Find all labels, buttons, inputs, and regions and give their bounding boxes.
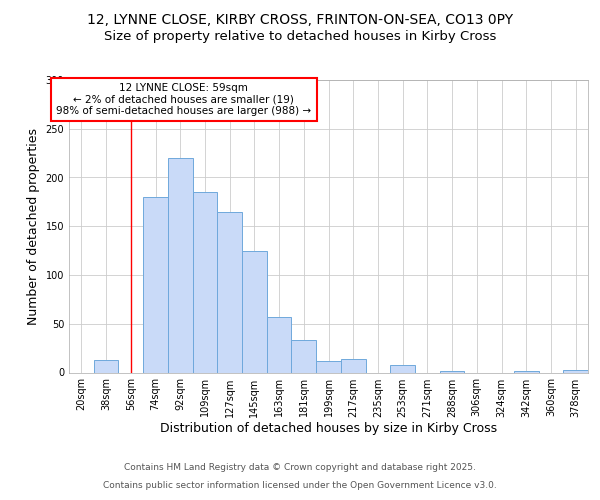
Bar [267, 317, 292, 372]
Bar [94, 360, 118, 372]
Bar [440, 370, 464, 372]
Text: Contains public sector information licensed under the Open Government Licence v3: Contains public sector information licen… [103, 481, 497, 490]
Text: Contains HM Land Registry data © Crown copyright and database right 2025.: Contains HM Land Registry data © Crown c… [124, 464, 476, 472]
Bar [217, 212, 242, 372]
Bar [514, 370, 539, 372]
Bar [168, 158, 193, 372]
X-axis label: Distribution of detached houses by size in Kirby Cross: Distribution of detached houses by size … [160, 422, 497, 436]
Bar [563, 370, 588, 372]
Text: 12, LYNNE CLOSE, KIRBY CROSS, FRINTON-ON-SEA, CO13 0PY: 12, LYNNE CLOSE, KIRBY CROSS, FRINTON-ON… [87, 12, 513, 26]
Bar [316, 361, 341, 372]
Text: 12 LYNNE CLOSE: 59sqm
← 2% of detached houses are smaller (19)
98% of semi-detac: 12 LYNNE CLOSE: 59sqm ← 2% of detached h… [56, 83, 311, 116]
Bar [292, 340, 316, 372]
Bar [242, 250, 267, 372]
Bar [143, 197, 168, 372]
Text: Size of property relative to detached houses in Kirby Cross: Size of property relative to detached ho… [104, 30, 496, 43]
Y-axis label: Number of detached properties: Number of detached properties [27, 128, 40, 325]
Bar [390, 364, 415, 372]
Bar [341, 359, 365, 372]
Bar [193, 192, 217, 372]
